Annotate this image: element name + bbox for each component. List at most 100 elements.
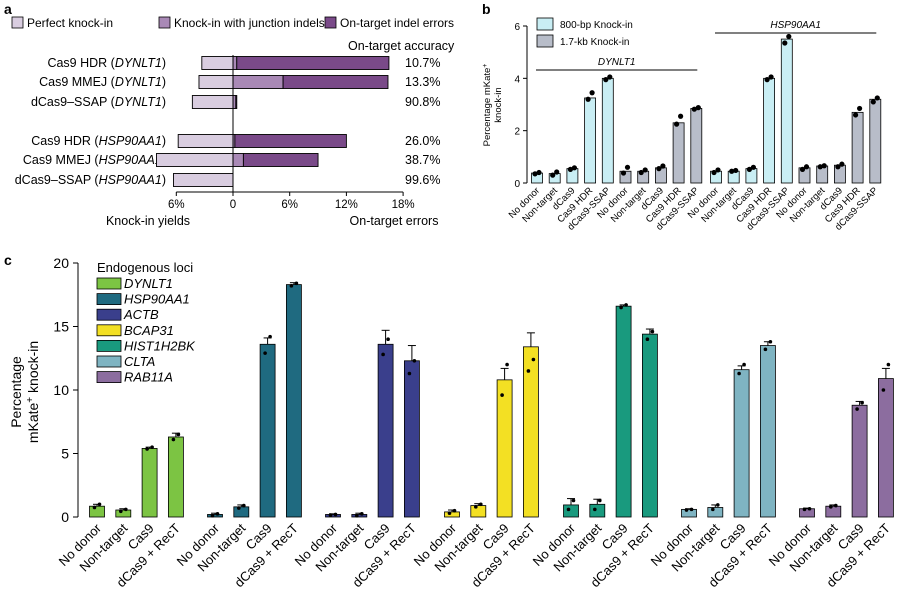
legend-swatch bbox=[96, 371, 122, 384]
data-point bbox=[531, 357, 536, 362]
data-point bbox=[474, 505, 478, 509]
data-point bbox=[585, 96, 591, 102]
panel-a-letter: a bbox=[4, 1, 12, 17]
legend-swatch bbox=[536, 17, 554, 31]
data-point bbox=[294, 281, 299, 286]
data-point bbox=[479, 502, 483, 507]
data-point bbox=[733, 167, 739, 174]
bar-indel-errors bbox=[235, 95, 238, 109]
bar-perfect-knock-in bbox=[198, 75, 234, 89]
bar bbox=[141, 448, 158, 518]
data-point bbox=[689, 507, 694, 512]
legend-label: Perfect knock-in bbox=[27, 16, 113, 30]
bar bbox=[207, 514, 223, 518]
bar bbox=[799, 508, 815, 518]
data-point bbox=[860, 400, 864, 405]
bar-junction-indels bbox=[232, 75, 284, 89]
bar bbox=[619, 170, 632, 184]
bar-perfect-knock-in bbox=[191, 95, 234, 109]
panel-c-chart: 0 5 10 15 20 Percentage mKate+ knock-in Endogen… bbox=[8, 255, 894, 590]
data-point bbox=[328, 513, 333, 517]
x-tick-label: 6% bbox=[168, 199, 185, 211]
bar bbox=[259, 343, 276, 518]
data-point bbox=[857, 105, 863, 112]
data-point bbox=[656, 166, 662, 172]
data-point bbox=[263, 351, 267, 355]
legend-label: RAB11A bbox=[124, 370, 173, 385]
data-point bbox=[145, 447, 149, 451]
data-point bbox=[593, 507, 597, 512]
data-point bbox=[500, 393, 504, 397]
bar bbox=[233, 506, 250, 518]
data-point bbox=[768, 339, 773, 344]
data-point bbox=[119, 509, 123, 514]
data-point bbox=[638, 169, 644, 176]
bar bbox=[642, 333, 658, 518]
data-point bbox=[807, 506, 812, 511]
legend-title: Endogenous loci bbox=[97, 260, 193, 275]
x-label-right: On-target errors bbox=[350, 214, 439, 228]
bar-perfect-knock-in bbox=[173, 173, 234, 187]
data-point bbox=[886, 362, 891, 367]
data-point bbox=[881, 388, 886, 392]
data-point bbox=[799, 166, 806, 172]
bar bbox=[403, 360, 420, 518]
data-point bbox=[447, 511, 452, 515]
bar-indel-errors bbox=[236, 56, 390, 70]
data-point bbox=[750, 164, 757, 170]
data-point bbox=[620, 170, 627, 176]
y-tick-label: 2 bbox=[514, 127, 520, 138]
row-label: dCas9–SSAP (HSP90AA1) bbox=[15, 173, 166, 187]
data-point bbox=[786, 33, 792, 40]
bar-perfect-knock-in bbox=[201, 56, 234, 70]
data-point bbox=[839, 161, 845, 167]
legend-label: 800-bp Knock-in bbox=[560, 20, 633, 31]
panel-a-chart: Perfect knock-in Knock-in with junction i… bbox=[11, 16, 455, 228]
bar bbox=[351, 514, 368, 518]
data-point bbox=[674, 121, 680, 127]
data-point bbox=[242, 503, 246, 508]
data-point bbox=[870, 99, 876, 105]
accuracy-value: 10.7% bbox=[405, 56, 440, 70]
data-point bbox=[268, 334, 272, 339]
bar bbox=[690, 108, 703, 184]
bar bbox=[763, 77, 775, 184]
data-point bbox=[874, 95, 880, 101]
bar-indel-errors bbox=[242, 153, 319, 167]
data-point bbox=[210, 513, 215, 518]
data-point bbox=[150, 445, 154, 449]
data-point bbox=[624, 303, 628, 307]
accuracy-value: 90.8% bbox=[405, 95, 440, 109]
legend-swatch bbox=[536, 34, 554, 48]
bar bbox=[377, 343, 394, 518]
data-point bbox=[355, 513, 359, 518]
accuracy-value: 26.0% bbox=[405, 134, 440, 148]
data-point bbox=[333, 512, 338, 517]
bar-junction-indels bbox=[232, 153, 244, 167]
data-point bbox=[742, 362, 746, 367]
data-point bbox=[607, 74, 613, 80]
bar-indel-errors bbox=[282, 75, 389, 89]
bar bbox=[167, 436, 184, 518]
legend-swatch bbox=[96, 293, 122, 306]
data-point bbox=[589, 90, 595, 96]
data-point bbox=[386, 337, 390, 342]
bar bbox=[869, 98, 882, 184]
row-label: Cas9 HDR (DYNLT1) bbox=[47, 56, 166, 70]
legend-label: 1.7-kb Knock-in bbox=[560, 37, 629, 48]
data-point bbox=[452, 508, 457, 513]
data-point bbox=[571, 165, 578, 171]
bar bbox=[285, 284, 302, 518]
data-point bbox=[746, 166, 753, 172]
accuracy-value: 38.7% bbox=[405, 153, 440, 167]
bar-perfect-knock-in bbox=[156, 153, 234, 167]
data-point bbox=[764, 77, 770, 83]
bar bbox=[563, 504, 579, 518]
y-tick-label: 4 bbox=[514, 74, 520, 85]
legend-swatch bbox=[96, 355, 122, 368]
data-point bbox=[855, 407, 859, 411]
accuracy-value: 13.3% bbox=[405, 75, 440, 89]
bar bbox=[601, 77, 614, 184]
bar-indel-errors bbox=[234, 134, 347, 148]
